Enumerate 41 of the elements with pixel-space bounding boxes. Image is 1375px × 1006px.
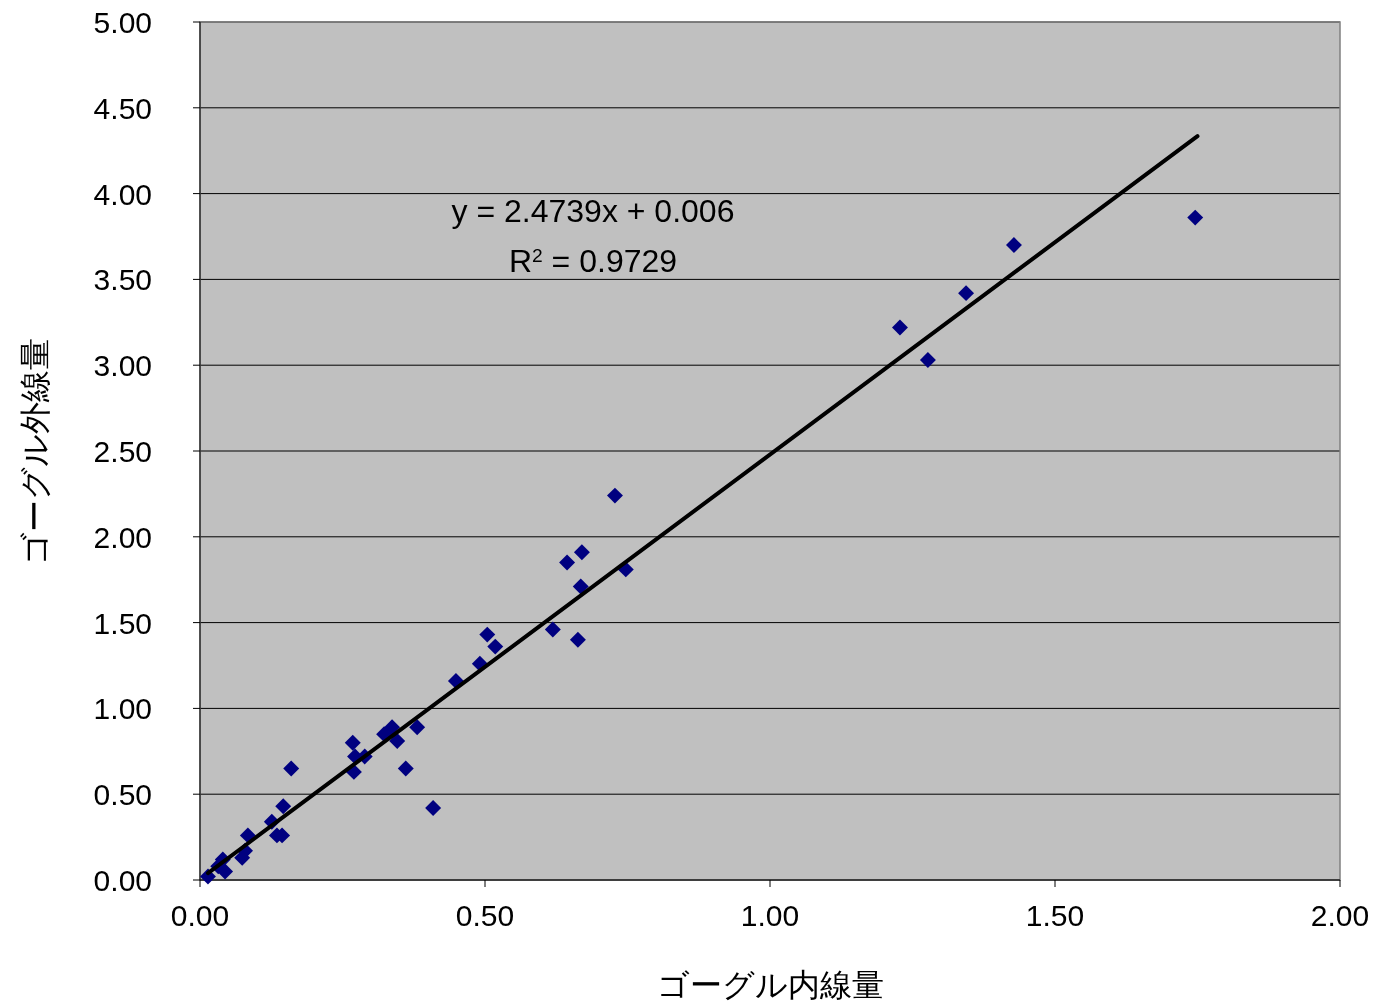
point <box>573 544 590 561</box>
point <box>919 352 936 369</box>
x-tick-label: 1.50 <box>1025 899 1085 932</box>
point <box>958 285 975 302</box>
point <box>217 863 234 880</box>
x-tick-label: 0.00 <box>170 899 230 932</box>
point <box>559 554 576 571</box>
point <box>479 626 496 643</box>
point <box>344 734 361 751</box>
y-axis-title: ゴーグル外線量 <box>17 337 53 565</box>
point <box>1005 237 1022 254</box>
y-tick-label: 4.00 <box>93 177 152 211</box>
point <box>425 799 442 816</box>
y-tick-label: 2.00 <box>93 520 152 554</box>
point <box>544 621 561 638</box>
point <box>275 798 292 815</box>
y-tick-label: 1.50 <box>93 606 152 640</box>
point <box>572 578 589 595</box>
y-tick-label: 1.00 <box>93 692 152 726</box>
y-tick-label: 3.50 <box>93 263 152 297</box>
point <box>569 631 586 648</box>
point <box>389 733 406 749</box>
point <box>487 638 504 655</box>
x-tick-label: 2.00 <box>1310 899 1370 932</box>
annotation: R$^{2}$ = 0.9729 <box>508 243 678 279</box>
y-tick-label: 4.50 <box>93 91 152 125</box>
y-tick-label: 0.50 <box>93 778 152 812</box>
y-tick-label: 3.00 <box>93 349 152 383</box>
y-tick-label: 2.50 <box>93 435 152 468</box>
x-axis-title: ゴーグル内線量 <box>656 967 884 1003</box>
point <box>397 760 414 777</box>
point <box>283 760 300 777</box>
y-tick-label: 5.00 <box>93 6 152 39</box>
point <box>409 719 426 736</box>
point <box>1187 209 1204 226</box>
annotation: y = 2.4739x + 0.006 <box>451 193 735 229</box>
point <box>891 319 908 336</box>
point <box>606 487 623 504</box>
x-tick-label: 1.00 <box>740 899 800 932</box>
x-tick-label: 0.50 <box>455 899 515 932</box>
y-tick-label: 0.00 <box>93 864 152 897</box>
